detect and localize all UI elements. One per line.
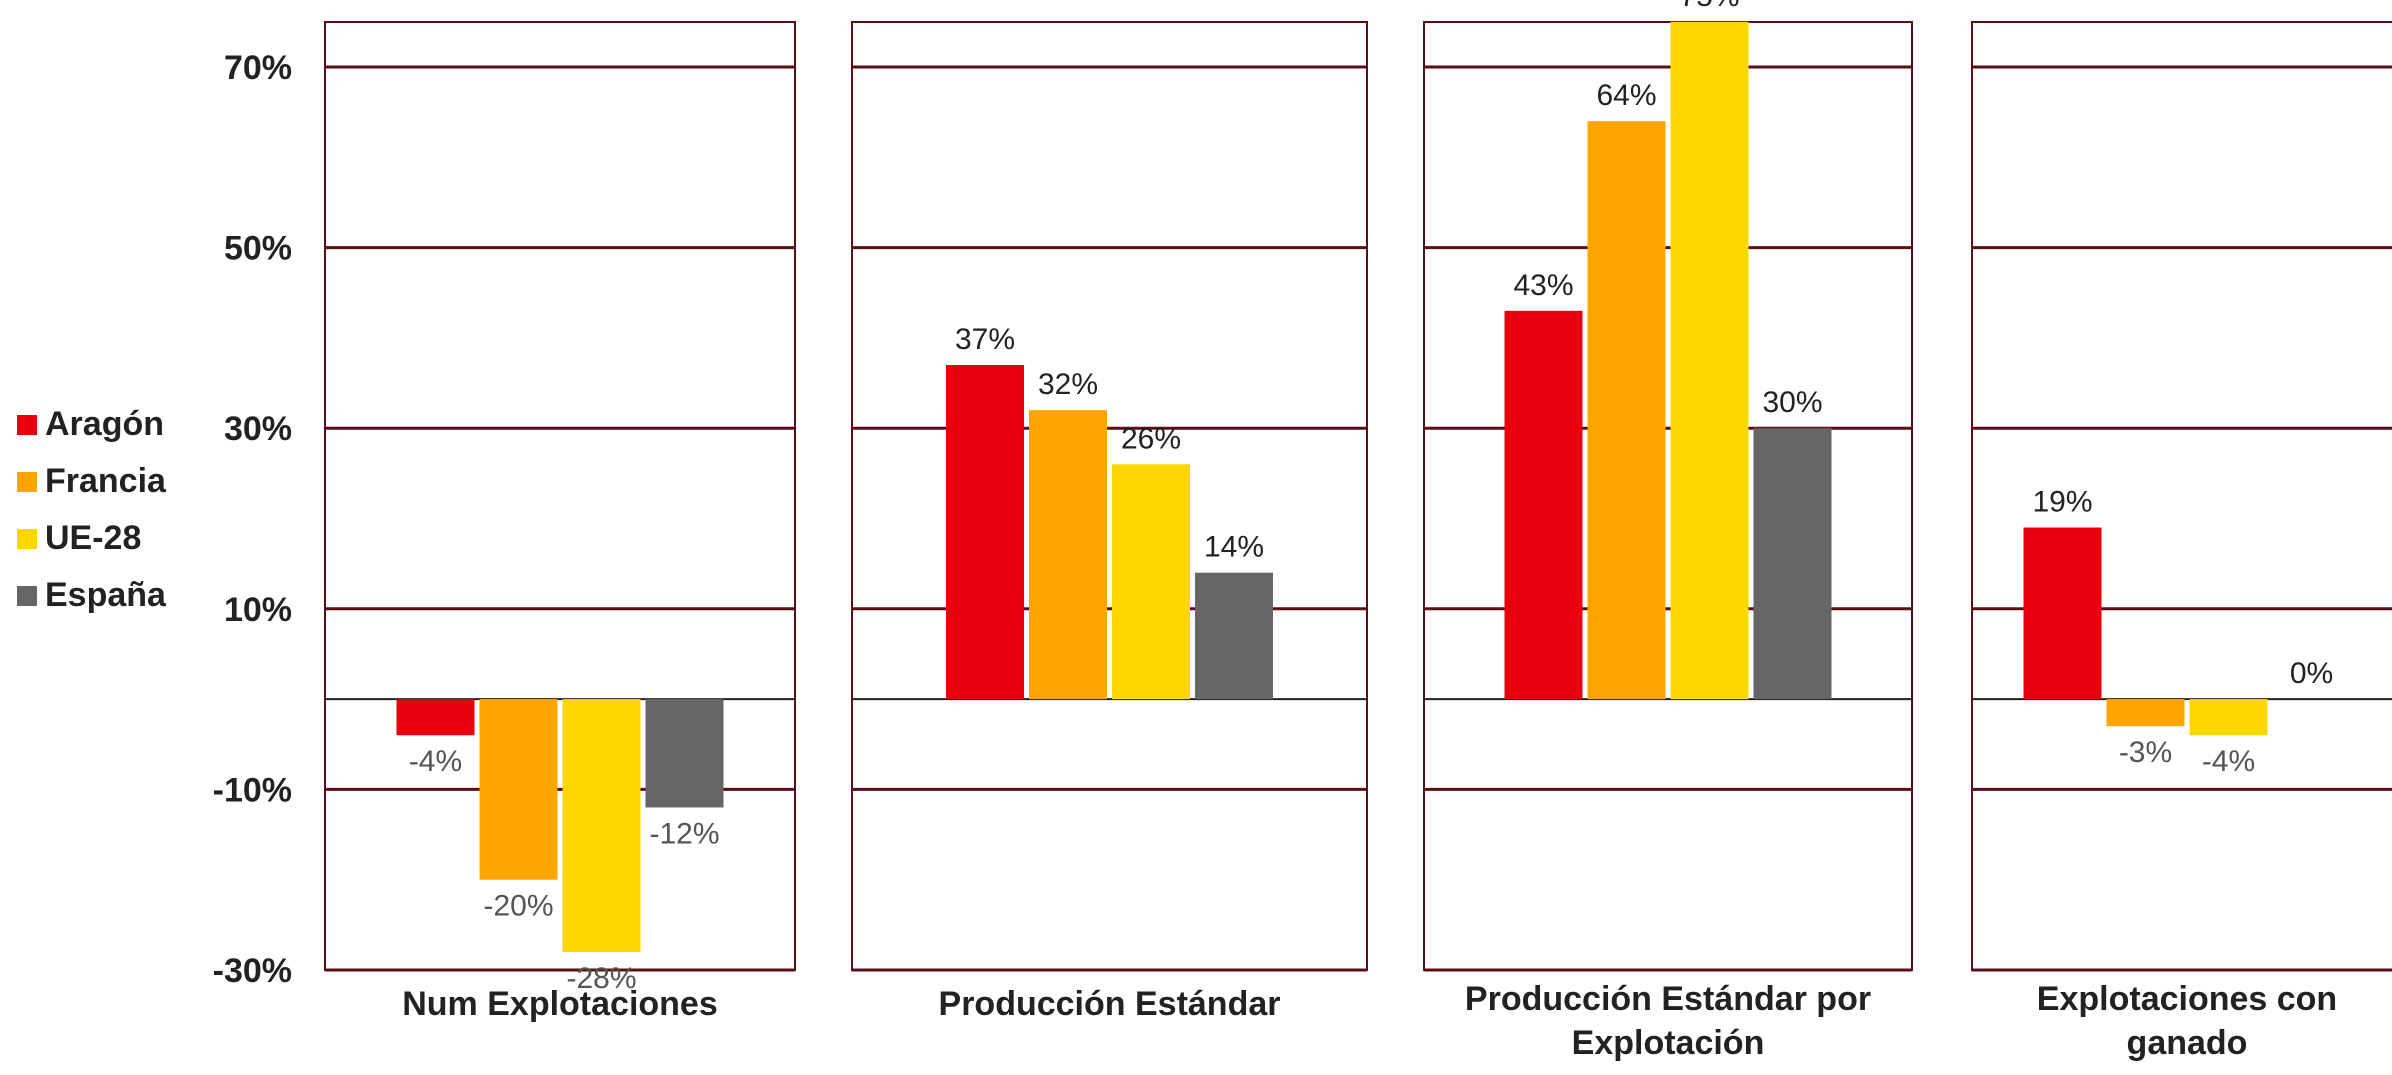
panel-title: Explotaciones con (2037, 980, 2337, 1018)
panel-title: Explotación (1572, 1024, 1765, 1062)
y-tick-label: 70% (224, 49, 292, 87)
chart-panel: 43% 64% 75% 30% Producción Estándar por Explo… (1423, 0, 1913, 1062)
bar-arag-n (396, 699, 475, 736)
legend-item: Francia (17, 462, 167, 500)
y-tick-label: 30% (224, 410, 292, 448)
data-label: 43% (1513, 269, 1573, 302)
panel-frame (851, 21, 1368, 971)
data-label: 75% (1679, 0, 1739, 13)
bar-ue-28 (1670, 21, 1749, 700)
panel-title: ganado (2127, 1024, 2248, 1062)
bar-arag-n (2023, 527, 2102, 700)
legend-swatch (17, 529, 37, 549)
bar-francia (1029, 410, 1107, 700)
bar-arag-n (1504, 310, 1583, 700)
panel-title: Producción Estándar por (1465, 980, 1871, 1018)
legend-label: España (45, 576, 167, 614)
legend-item: Aragón (17, 405, 164, 443)
chart-panel: -4% -20% -28% -12% Num Explotaciones (324, 21, 796, 1023)
legend-item: UE-28 (17, 519, 141, 557)
legend-item: España (17, 576, 167, 614)
chart-panel: 19% -3% -4% 0% Explotaciones con ganado (1971, 21, 2392, 1062)
bar-espa-a (1195, 572, 1273, 700)
data-label: -4% (409, 745, 462, 778)
y-tick-label: -30% (213, 952, 292, 990)
bar-ue-28 (562, 699, 641, 952)
bar-ue-28 (2189, 699, 2268, 736)
data-label: -4% (2202, 745, 2255, 778)
data-label: 30% (1762, 386, 1822, 419)
y-tick-label: -10% (213, 771, 292, 809)
panel-title: Producción Estándar (939, 985, 1281, 1023)
legend-label: UE-28 (45, 519, 141, 557)
data-label: 32% (1038, 368, 1098, 401)
data-label: -12% (649, 817, 719, 850)
legend-label: Francia (45, 462, 167, 500)
legend-swatch (17, 415, 37, 435)
panel-frame (324, 21, 796, 971)
legend-swatch (17, 586, 37, 606)
data-label: -20% (483, 890, 553, 923)
data-label: -28% (566, 962, 636, 995)
data-label: 26% (1121, 422, 1181, 455)
y-tick-label: 10% (224, 591, 292, 629)
bar-ue-28 (1112, 464, 1190, 700)
panel-frame (1423, 21, 1913, 971)
data-label: -3% (2119, 736, 2172, 769)
bar-francia (1587, 121, 1666, 700)
legend-label: Aragón (45, 405, 164, 443)
bar-francia (479, 699, 558, 880)
bar-arag-n (946, 364, 1024, 700)
chart-panel: 37% 32% 26% 14% Producción Estándar (851, 21, 1368, 1023)
data-label: 0% (2290, 657, 2333, 690)
data-label: 19% (2032, 486, 2092, 519)
bar-espa-a (1753, 428, 1832, 700)
bar-francia (2106, 699, 2185, 727)
y-tick-label: 50% (224, 230, 292, 268)
data-label: 14% (1204, 531, 1264, 564)
data-label: 64% (1596, 79, 1656, 112)
data-label: 37% (955, 323, 1015, 356)
panel-title: Num Explotaciones (402, 985, 718, 1023)
legend-swatch (17, 472, 37, 492)
bar-espa-a (645, 699, 724, 808)
